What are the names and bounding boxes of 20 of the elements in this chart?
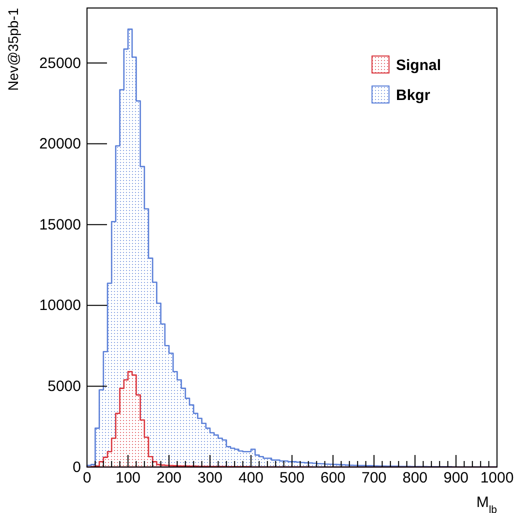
y-tick-label: 10000 bbox=[39, 297, 81, 314]
x-axis-title: M$_{lb}$ bbox=[476, 494, 498, 513]
y-tick-label: 25000 bbox=[39, 54, 81, 72]
y-tick-label: 20000 bbox=[39, 136, 81, 153]
x-tick-label: 100 bbox=[115, 470, 141, 487]
legend-label: Signal bbox=[396, 57, 442, 74]
x-tick-label: 700 bbox=[361, 470, 387, 487]
x-tick-label: 600 bbox=[320, 470, 346, 487]
y-axis-title: Nev@35pb-1 bbox=[5, 8, 21, 91]
x-tick-label: 800 bbox=[402, 470, 428, 487]
y-tick-label: 0 bbox=[72, 458, 81, 476]
legend-label: Bkgr bbox=[396, 87, 430, 104]
x-tick-label: 200 bbox=[156, 470, 182, 487]
x-tick-label: 400 bbox=[238, 470, 264, 487]
x-tick-label: 1000 bbox=[480, 470, 514, 487]
y-tick-label: 5000 bbox=[48, 378, 81, 395]
y-tick-label: 15000 bbox=[39, 216, 81, 234]
x-tick-label: 500 bbox=[279, 470, 305, 487]
x-tick-label: 300 bbox=[197, 470, 223, 487]
x-tick-label: 900 bbox=[443, 470, 469, 487]
